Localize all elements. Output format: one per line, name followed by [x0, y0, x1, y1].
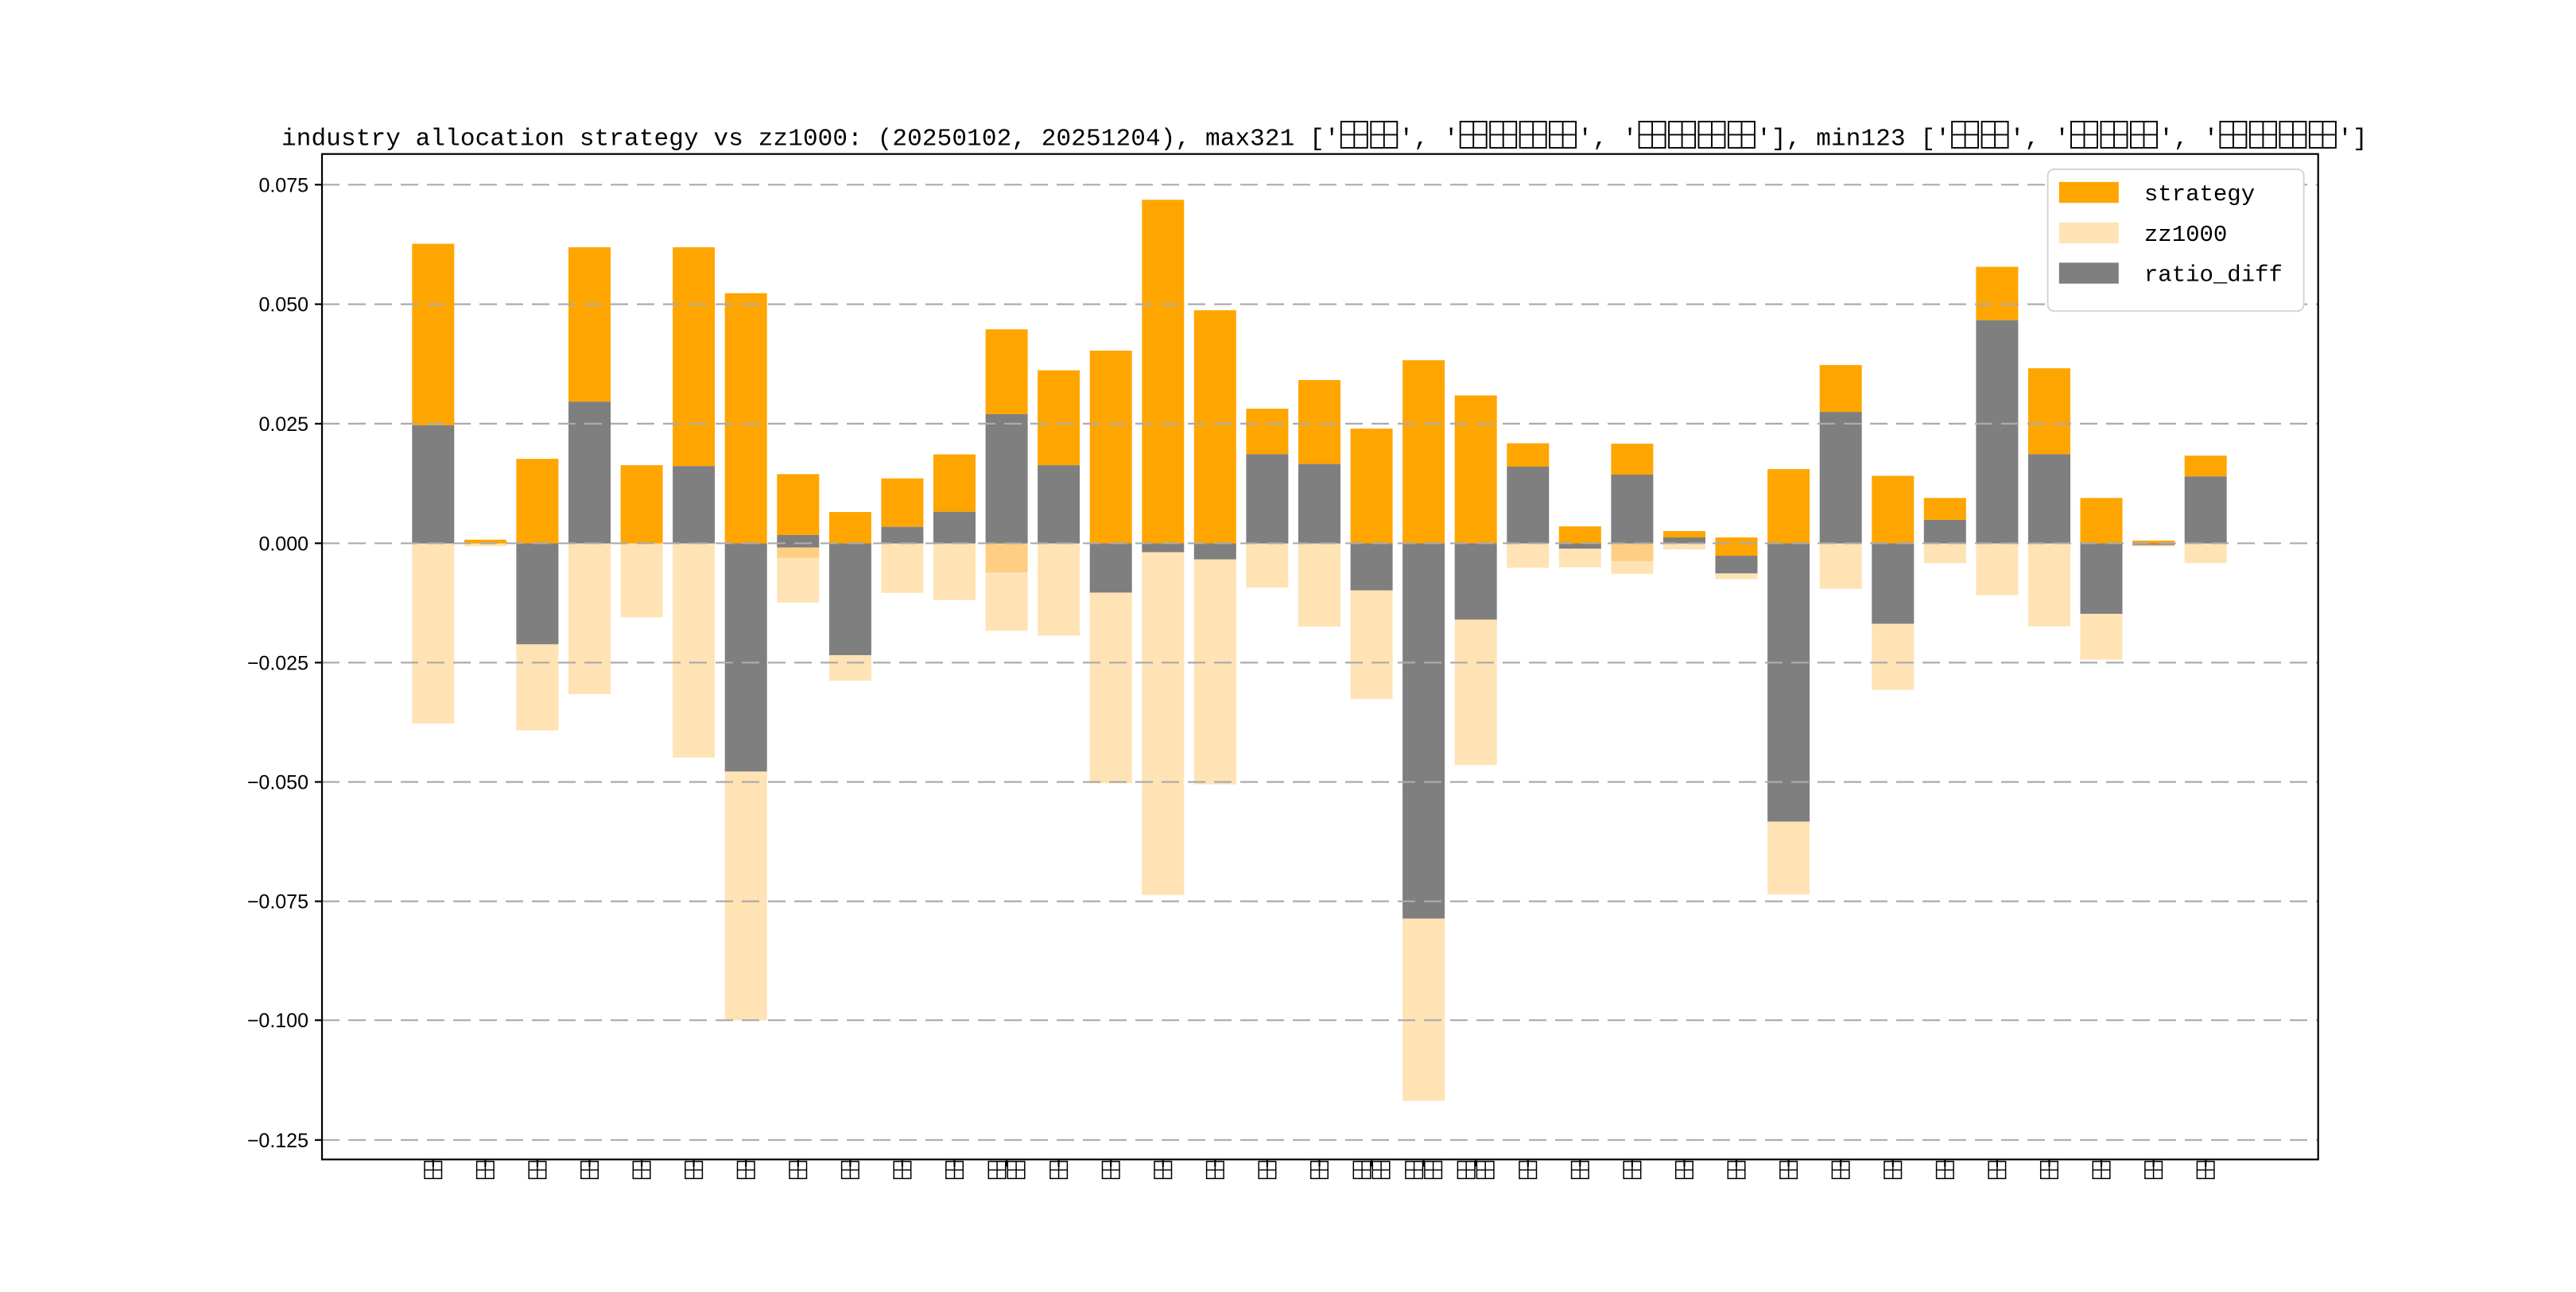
- svg-text:']: ']: [2337, 125, 2368, 153]
- svg-text:', ': ', ': [1399, 125, 1459, 153]
- svg-text:zz1000: zz1000: [2144, 222, 2227, 248]
- svg-text:−0.075: −0.075: [247, 891, 308, 914]
- svg-text:', ': ', ': [2010, 125, 2070, 153]
- svg-text:'], min123 [': '], min123 [': [1756, 125, 1950, 153]
- svg-text:−0.050: −0.050: [247, 772, 308, 794]
- svg-text:−0.125: −0.125: [247, 1130, 308, 1152]
- svg-text:', ': ', ': [1577, 125, 1637, 153]
- svg-text:−0.025: −0.025: [247, 652, 308, 674]
- svg-text:−0.100: −0.100: [247, 1010, 308, 1032]
- svg-text:ratio_diff: ratio_diff: [2144, 262, 2283, 289]
- svg-text:0.025: 0.025: [258, 413, 308, 436]
- svg-text:', ': ', ': [2159, 125, 2218, 153]
- svg-text:industry allocation strategy v: industry allocation strategy vs zz1000: …: [281, 125, 1340, 153]
- svg-text:0.075: 0.075: [258, 174, 308, 196]
- svg-text:0.000: 0.000: [258, 533, 308, 555]
- svg-text:0.050: 0.050: [258, 294, 308, 316]
- svg-text:strategy: strategy: [2144, 181, 2255, 208]
